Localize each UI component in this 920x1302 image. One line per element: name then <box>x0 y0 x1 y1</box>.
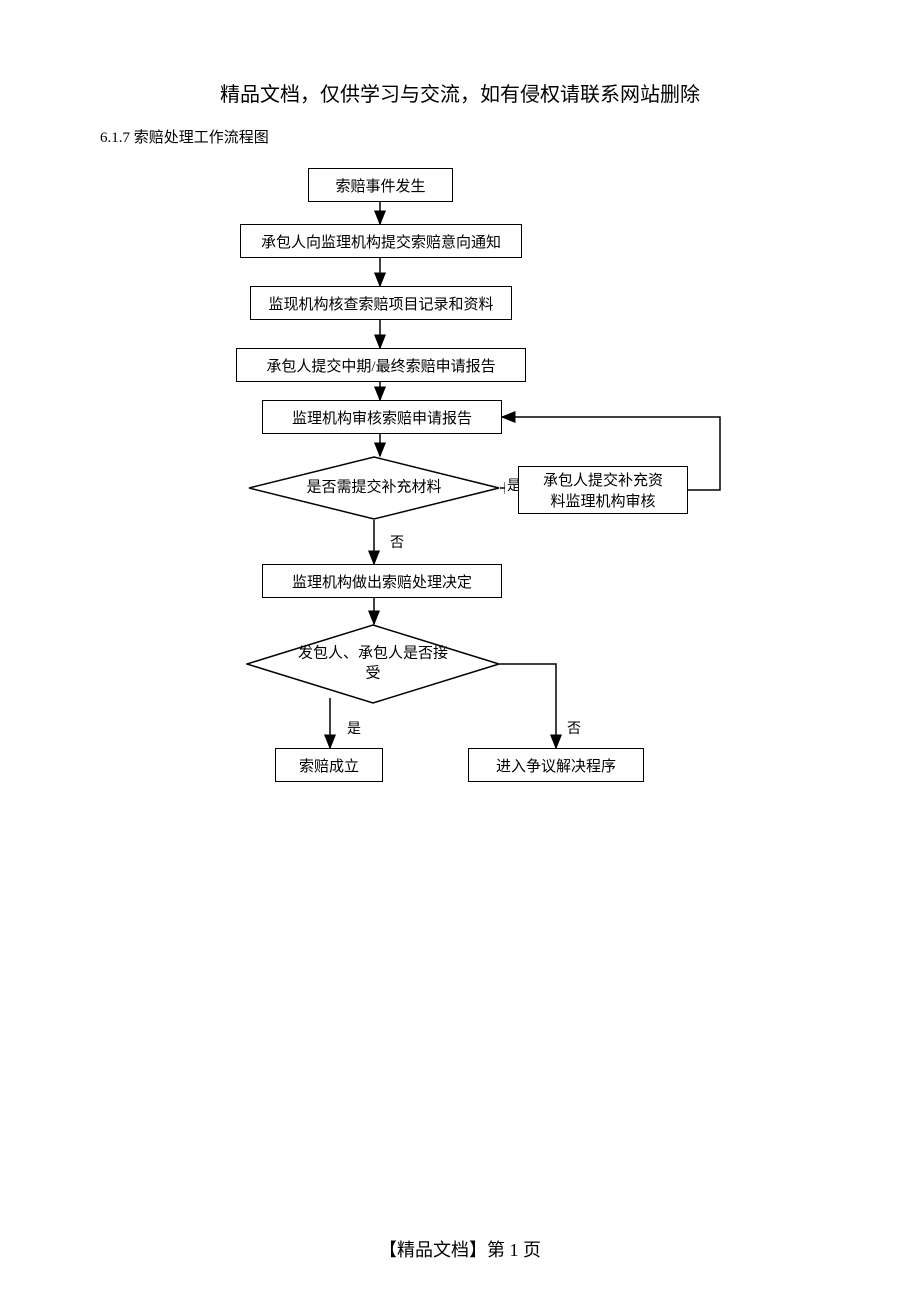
page-header: 精品文档，仅供学习与交流，如有侵权请联系网站删除 <box>0 78 920 107</box>
flow-node-n4: 承包人提交中期/最终索赔申请报告 <box>236 348 526 382</box>
decision-label: 是否需提交补充材料 <box>248 478 500 498</box>
flow-node-n5: 监理机构审核索赔申请报告 <box>262 400 502 434</box>
page-footer: 【精品文档】第 1 页 <box>0 1236 920 1262</box>
flow-node-n9: 进入争议解决程序 <box>468 748 644 782</box>
flow-decision-d1: 是否需提交补充材料 <box>248 456 500 520</box>
flow-node-n3: 监现机构核查索赔项目记录和资料 <box>250 286 512 320</box>
flow-node-n6: 承包人提交补充资料监理机构审核 <box>518 466 688 514</box>
edge-label: 否 <box>388 532 406 552</box>
flow-decision-d2: 发包人、承包人是否接受 <box>246 624 500 704</box>
decision-label: 发包人、承包人是否接受 <box>246 645 500 684</box>
flow-node-n2: 承包人向监理机构提交索赔意向通知 <box>240 224 522 258</box>
flow-node-n1: 索赔事件发生 <box>308 168 453 202</box>
flow-node-n7: 监理机构做出索赔处理决定 <box>262 564 502 598</box>
section-title: 6.1.7 索赔处理工作流程图 <box>100 126 269 147</box>
flowchart-container: 是否是否索赔事件发生承包人向监理机构提交索赔意向通知监现机构核查索赔项目记录和资… <box>0 160 920 800</box>
edge-label: 是 <box>345 718 363 738</box>
edge-label: 否 <box>565 718 583 738</box>
flow-node-n8: 索赔成立 <box>275 748 383 782</box>
